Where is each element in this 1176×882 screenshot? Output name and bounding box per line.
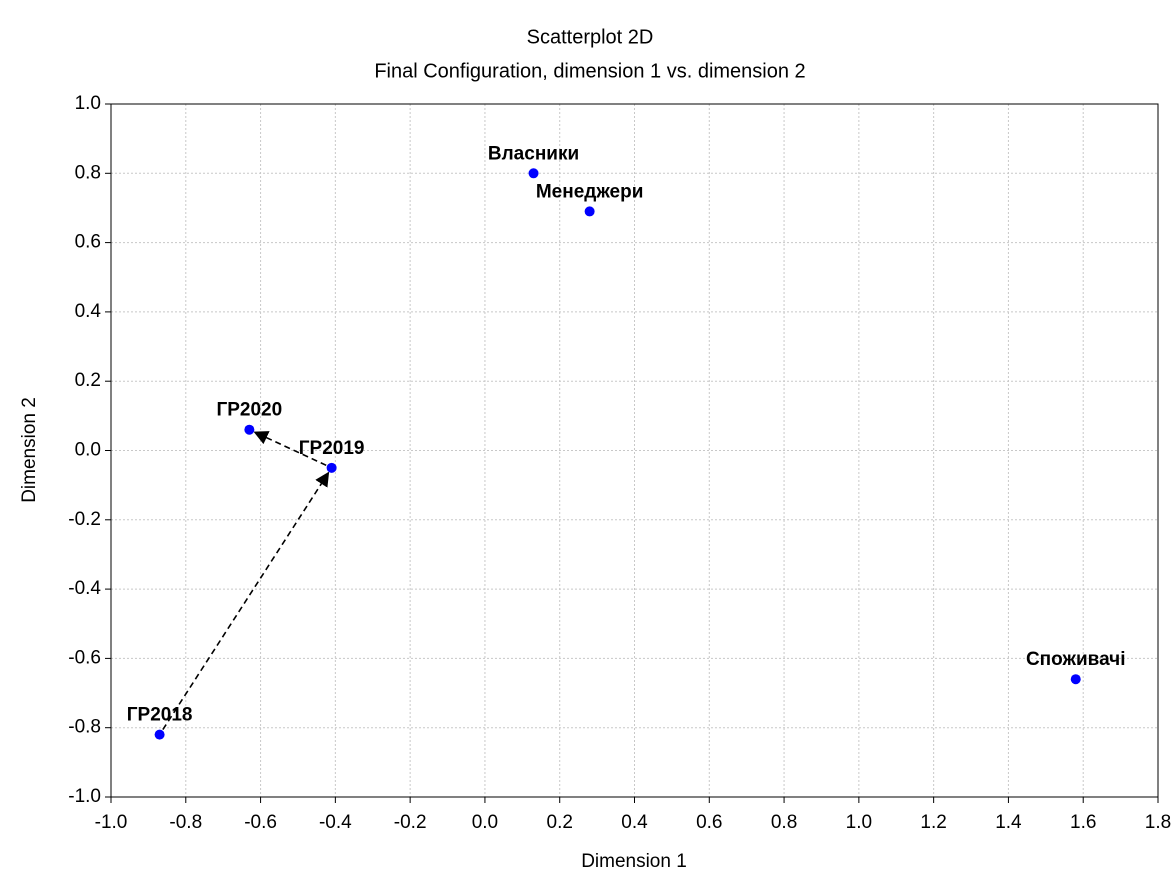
x-tick-label: 0.4 bbox=[621, 812, 648, 833]
x-tick-label: 0.2 bbox=[547, 812, 573, 833]
x-tick-label: -0.4 bbox=[319, 812, 352, 833]
point-label: Менеджери bbox=[536, 181, 644, 202]
y-tick-label: 0.0 bbox=[75, 440, 101, 461]
point-label: ГР2020 bbox=[216, 400, 282, 421]
point bbox=[244, 424, 255, 435]
chart-title: Scatterplot 2D bbox=[527, 26, 654, 48]
x-tick-label: 0.8 bbox=[771, 812, 797, 833]
y-tick-label: 0.4 bbox=[75, 301, 102, 322]
x-tick-label: 1.8 bbox=[1145, 812, 1171, 833]
point-label: ГР2018 bbox=[127, 705, 193, 726]
x-tick-label: 0.6 bbox=[696, 812, 722, 833]
x-tick-label: 1.6 bbox=[1070, 812, 1096, 833]
x-tick-label: 0.0 bbox=[472, 812, 498, 833]
arrow bbox=[253, 431, 327, 467]
y-tick-label: 0.2 bbox=[75, 370, 101, 391]
x-tick-label: 1.4 bbox=[995, 812, 1022, 833]
x-tick-label: 1.2 bbox=[920, 812, 946, 833]
x-tick-label: -0.6 bbox=[244, 812, 277, 833]
point-label: Власники bbox=[488, 143, 579, 164]
chart-subtitle: Final Configuration, dimension 1 vs. dim… bbox=[374, 60, 805, 82]
point bbox=[154, 729, 165, 740]
y-tick-label: -0.8 bbox=[68, 717, 101, 738]
arrow bbox=[162, 471, 330, 731]
y-tick-label: -0.2 bbox=[68, 509, 101, 530]
y-tick-label: 0.8 bbox=[75, 162, 101, 183]
y-tick-label: -0.4 bbox=[68, 578, 101, 599]
y-tick-label: 1.0 bbox=[75, 93, 101, 114]
point-label: ГР2019 bbox=[299, 438, 365, 459]
x-axis-label: Dimension 1 bbox=[581, 851, 687, 872]
point-label: Споживачі bbox=[1026, 649, 1126, 670]
x-tick-label: -1.0 bbox=[95, 812, 128, 833]
point bbox=[326, 462, 337, 473]
point bbox=[584, 206, 595, 217]
x-tick-label: 1.0 bbox=[846, 812, 872, 833]
y-tick-label: -1.0 bbox=[68, 786, 101, 807]
point bbox=[528, 168, 539, 179]
y-tick-label: -0.6 bbox=[68, 647, 101, 668]
y-tick-label: 0.6 bbox=[75, 232, 101, 253]
x-tick-label: -0.2 bbox=[394, 812, 427, 833]
x-tick-label: -0.8 bbox=[169, 812, 202, 833]
point bbox=[1070, 674, 1081, 685]
plot-frame bbox=[110, 103, 1159, 798]
y-axis-label: Dimension 2 bbox=[19, 397, 40, 503]
